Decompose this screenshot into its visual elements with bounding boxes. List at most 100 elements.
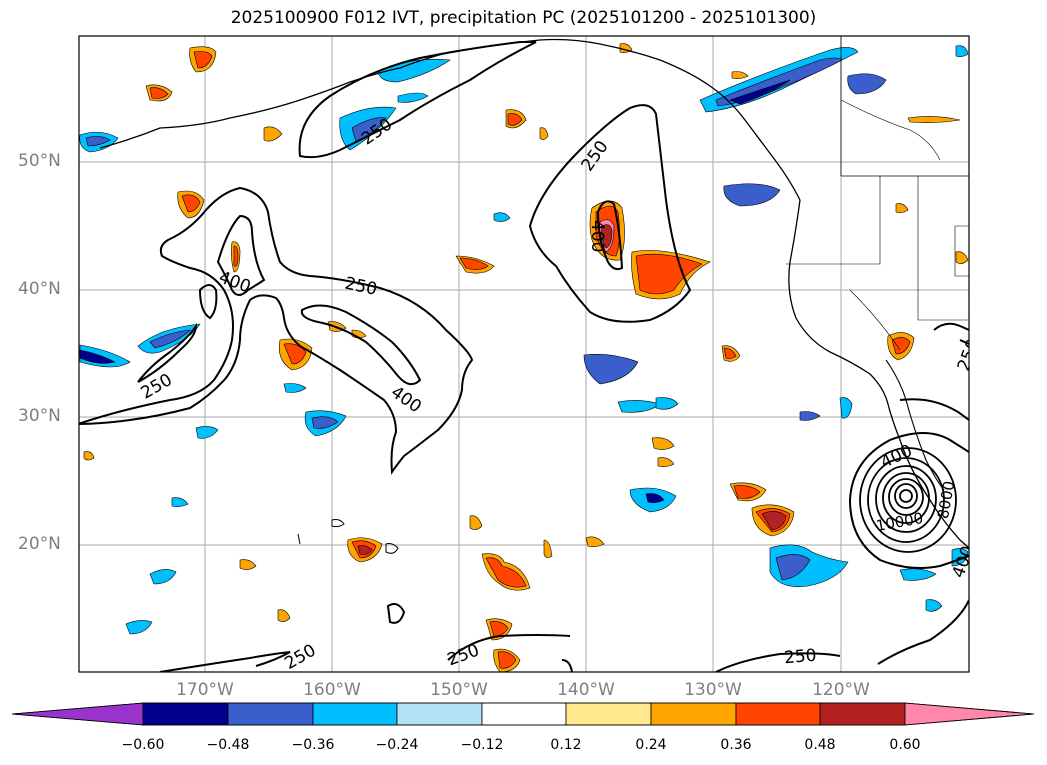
pos-blob: [891, 337, 911, 355]
ivt-contour-250: [561, 659, 573, 672]
neg-blob: [493, 212, 511, 222]
lat-label-20n: 20°N: [18, 534, 61, 554]
pos-blob: [507, 113, 523, 126]
contour-label: 400: [587, 220, 607, 252]
colorbar-bin: [735, 702, 821, 726]
colorbar-bin: [819, 702, 906, 726]
pos-blob: [181, 194, 201, 213]
cyclone-rings: [859, 447, 957, 553]
hawaii-island: [385, 543, 399, 554]
ivt-contour-cyclone: [849, 499, 969, 569]
pos-blob: [733, 485, 761, 499]
ivt-contour-400: [137, 322, 198, 383]
pos-blob: [761, 511, 787, 531]
pos-blob: [233, 245, 239, 267]
neg-blob: [847, 73, 887, 95]
pos-blob: [585, 536, 605, 547]
lon-label-130w: 130°W: [684, 680, 742, 700]
colorbar-tick-label: −0.60: [121, 737, 165, 753]
colorbar-outline: [11, 702, 1035, 726]
pos-blob: [277, 609, 291, 622]
pos-blob: [459, 257, 489, 270]
contour-label: 250: [343, 274, 379, 300]
baja-coast: [885, 359, 945, 491]
neg-blob: [655, 397, 679, 410]
map-title: 2025100900 F012 IVT, precipitation PC (2…: [230, 8, 817, 28]
coastlines: [99, 36, 969, 554]
lon-label-170w: 170°W: [176, 680, 234, 700]
colorbar-bin: [312, 702, 398, 726]
colorbar-tick-label: 0.12: [550, 737, 582, 753]
ivt-contour-250: [877, 599, 969, 665]
contour-label: 250: [578, 137, 613, 175]
pos-blob: [651, 437, 675, 450]
colorbar: [11, 702, 1035, 726]
positive-anomaly-shading: [83, 43, 969, 672]
negative-anomaly-shading: [79, 45, 969, 635]
neg-blob: [729, 79, 791, 105]
lon-label-160w: 160°W: [303, 680, 361, 700]
neg-blob: [799, 411, 821, 421]
neg-blob: [925, 599, 943, 612]
pos-blob: [239, 559, 257, 570]
neg-blob: [171, 497, 189, 507]
pos-blob: [469, 515, 483, 530]
colorbar-bin: [565, 702, 652, 726]
neg-blob: [723, 183, 781, 207]
pos-blob: [731, 71, 749, 79]
state-border: [786, 176, 881, 265]
neg-blob: [397, 92, 429, 103]
ivt-contour-400: [216, 214, 266, 296]
colorbar-bin: [396, 702, 483, 726]
ivt-contour-250: [386, 603, 406, 624]
contour-label: 250: [445, 640, 482, 670]
ivt-contour-400: [300, 304, 422, 386]
pos-blob: [149, 87, 169, 99]
colorbar-tick-label: 0.48: [804, 737, 836, 753]
pos-blob: [539, 127, 549, 140]
contour-label: 400: [216, 268, 253, 298]
neg-blob: [149, 569, 177, 585]
state-border: [954, 225, 969, 277]
colorbar-tick-label: −0.12: [460, 737, 504, 753]
ivt-contours: [79, 41, 969, 672]
pos-blob: [357, 545, 373, 555]
state-border: [840, 99, 941, 161]
colorbar-tick-label: −0.48: [206, 737, 250, 753]
pos-blob: [723, 347, 737, 359]
neg-blob: [283, 383, 307, 393]
colorbar-tick-label: 0.24: [635, 737, 667, 753]
ivt-contour-250: [447, 634, 571, 661]
lon-label-120w: 120°W: [812, 680, 870, 700]
neg-blob: [617, 400, 661, 413]
west-coast: [788, 199, 969, 549]
ivt-contour-250: [899, 398, 969, 421]
pos-blob: [263, 126, 283, 142]
colorbar-extend-min: [11, 702, 144, 726]
state-border: [849, 289, 901, 351]
colorbar-tick-label: 0.36: [720, 737, 752, 753]
contour-label: 400: [949, 543, 979, 580]
neg-blob: [775, 554, 811, 581]
pos-blob: [907, 116, 961, 123]
neg-blob: [125, 620, 153, 635]
contour-labels: 250 250 250 400 250 400 400 400 250 400 …: [138, 114, 979, 674]
pos-blob: [543, 539, 553, 558]
island: [297, 533, 301, 545]
neg-blob: [583, 354, 639, 385]
pos-blob: [895, 203, 909, 213]
pos-blob: [635, 253, 703, 295]
neg-blob: [79, 349, 116, 364]
ivt-contour-250: [528, 104, 692, 323]
pos-blob: [283, 343, 307, 365]
pos-blob: [657, 457, 675, 467]
map-area: 250 250 250 400 250 400 400 400 250 400 …: [79, 36, 979, 674]
lon-label-150w: 150°W: [430, 680, 488, 700]
contour-label: 250: [281, 640, 319, 674]
neg-blob: [955, 45, 969, 57]
neg-blob: [645, 493, 665, 503]
neg-blob: [839, 397, 853, 419]
ivt-contour-250: [959, 339, 969, 345]
colorbar-tick-label: −0.36: [291, 737, 335, 753]
